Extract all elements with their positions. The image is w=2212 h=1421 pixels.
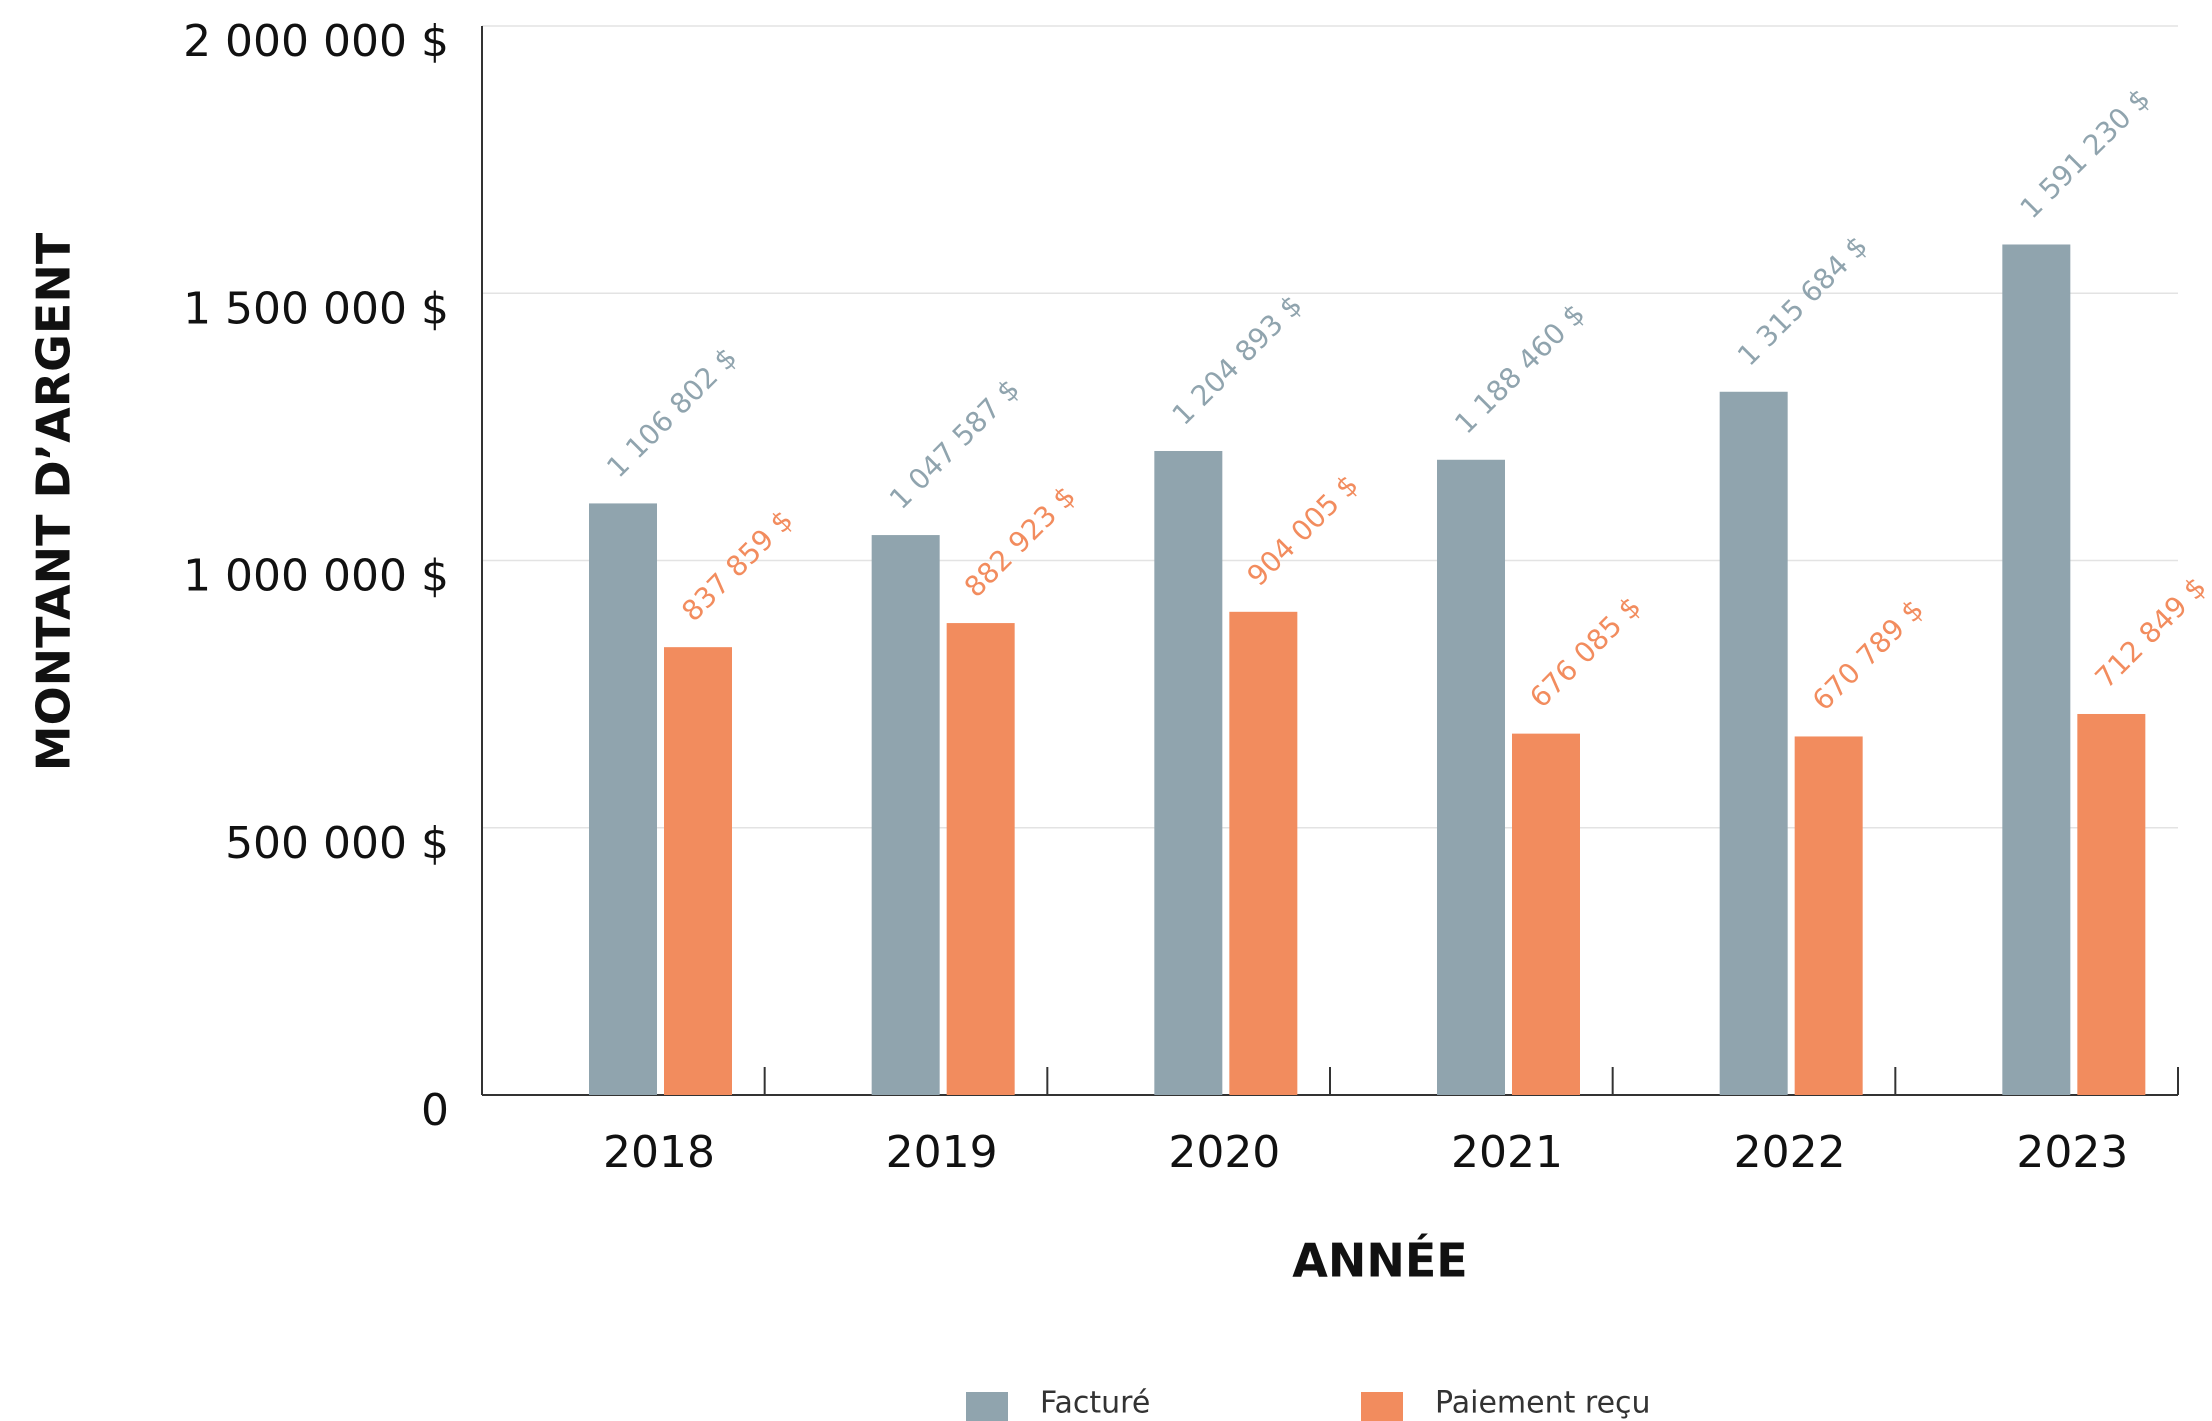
- legend-label: Paiement reçu: [1435, 1386, 1651, 1421]
- legend-swatch: [966, 1392, 1008, 1421]
- bar: [1229, 611, 1298, 1095]
- value-label: 1 204 893 $: [1166, 289, 1309, 432]
- bar: [2002, 244, 2071, 1096]
- x-tick-label: 2021: [1451, 1127, 1563, 1178]
- bar: [1512, 733, 1580, 1095]
- x-tick-label: 2022: [1734, 1127, 1846, 1178]
- x-tick-label: 2020: [1168, 1127, 1280, 1178]
- bar: [589, 503, 657, 1096]
- value-label: 1 315 684 $: [1731, 229, 1874, 372]
- bar: [1794, 736, 1863, 1095]
- y-tick-label: 1 000 000 $: [183, 551, 449, 602]
- bar: [2077, 713, 2146, 1095]
- value-label: 1 047 587 $: [883, 373, 1026, 516]
- x-axis-title: ANNÉE: [1292, 1234, 1467, 1288]
- legend-swatch: [1361, 1392, 1403, 1421]
- value-label: 882 923 $: [958, 480, 1082, 604]
- x-tick-label: 2018: [603, 1127, 715, 1178]
- bar: [1719, 391, 1788, 1095]
- value-label: 837 859 $: [675, 504, 799, 628]
- bar: [946, 623, 1015, 1095]
- value-label: 712 849 $: [2089, 570, 2212, 694]
- value-label: 1 188 460 $: [1448, 297, 1591, 440]
- y-tick-label: 500 000 $: [225, 818, 449, 869]
- y-tick-label: 1 500 000 $: [183, 283, 449, 334]
- bar: [664, 647, 732, 1095]
- bar: [871, 535, 940, 1095]
- value-label: 1 591 230 $: [2014, 82, 2157, 225]
- y-tick-label: 2 000 000 $: [183, 16, 449, 67]
- value-label: 670 789 $: [1806, 593, 1930, 717]
- value-label: 1 106 802 $: [600, 341, 743, 484]
- value-label: 676 085 $: [1523, 590, 1647, 714]
- x-tick-label: 2023: [2016, 1127, 2128, 1178]
- bar: [1437, 459, 1505, 1095]
- x-tick-label: 2019: [886, 1127, 998, 1178]
- y-tick-label: 0: [421, 1085, 449, 1136]
- legend-label: Facturé: [1040, 1386, 1150, 1421]
- bar: [1154, 450, 1223, 1095]
- value-label: 904 005 $: [1241, 468, 1365, 592]
- y-axis-title: MONTANT D’ARGENT: [27, 232, 81, 771]
